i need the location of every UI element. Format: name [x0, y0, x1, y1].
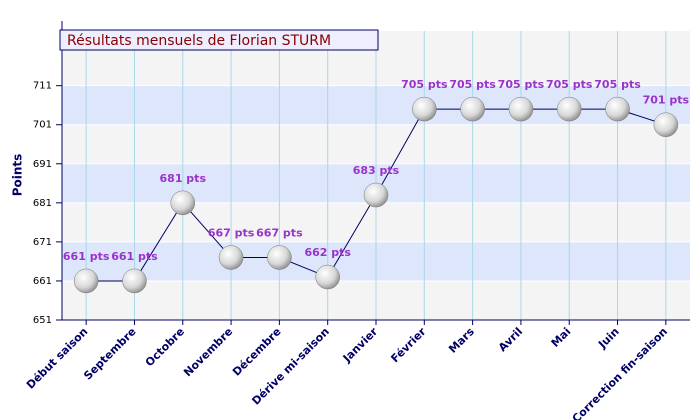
marker — [653, 112, 679, 137]
marker — [605, 96, 630, 122]
x-tick-label: Novembre — [181, 325, 235, 379]
x-tick-label: Septembre — [81, 325, 138, 382]
x-tick-label: Mai — [549, 325, 574, 350]
value-label: 667 pts — [256, 227, 303, 240]
x-tick-label: Décembre — [230, 325, 284, 379]
marker — [73, 268, 99, 294]
y-tick-label: 681 — [33, 198, 52, 209]
value-label: 662 pts — [304, 246, 351, 259]
x-tick-label: Février — [388, 325, 429, 366]
value-label: 683 pts — [353, 164, 400, 177]
y-tick-label: 711 — [33, 81, 52, 92]
y-tick-label: 661 — [33, 276, 52, 287]
value-label: 667 pts — [208, 227, 255, 240]
y-tick-label: 691 — [33, 159, 52, 170]
marker — [460, 96, 485, 122]
marker — [218, 245, 244, 270]
value-label: 661 pts — [63, 250, 110, 263]
value-label: 705 pts — [401, 78, 448, 91]
marker — [556, 96, 582, 122]
y-tick-label: 671 — [33, 237, 52, 248]
value-label: 705 pts — [546, 78, 593, 91]
title-box — [59, 29, 379, 51]
marker — [122, 268, 147, 294]
marker — [508, 96, 534, 122]
x-tick-label: Début saison — [24, 325, 91, 392]
x-tick-label: Juin — [595, 325, 622, 352]
value-label: 701 pts — [643, 94, 690, 107]
chart-title: Résultats mensuels de Florian STURM — [67, 33, 331, 49]
marker — [170, 190, 196, 216]
y-tick-label: 701 — [33, 120, 52, 131]
x-tick-label: Correction fin-saison — [570, 325, 670, 420]
x-tick-label: Janvier — [340, 325, 381, 366]
value-label: 705 pts — [594, 78, 641, 91]
value-label: 681 pts — [160, 172, 207, 185]
x-tick-label: Mars — [446, 325, 477, 356]
value-label: 661 pts — [111, 250, 158, 263]
value-label: 705 pts — [449, 78, 496, 91]
marker — [412, 96, 437, 122]
marker — [363, 182, 389, 208]
y-tick-label: 651 — [33, 315, 52, 326]
x-tick-label: Avril — [496, 325, 525, 354]
marker — [267, 245, 292, 270]
marker — [315, 264, 340, 290]
value-label: 705 pts — [498, 78, 545, 91]
x-tick-label: Octobre — [143, 325, 187, 369]
y-axis-label: Points — [11, 154, 25, 197]
